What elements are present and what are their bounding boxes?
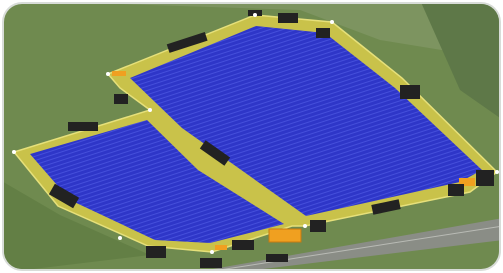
gate	[112, 71, 126, 76]
gate	[215, 245, 227, 250]
inverter-station	[269, 229, 301, 242]
solar-site-image	[0, 0, 503, 273]
satellite-view	[0, 0, 503, 273]
